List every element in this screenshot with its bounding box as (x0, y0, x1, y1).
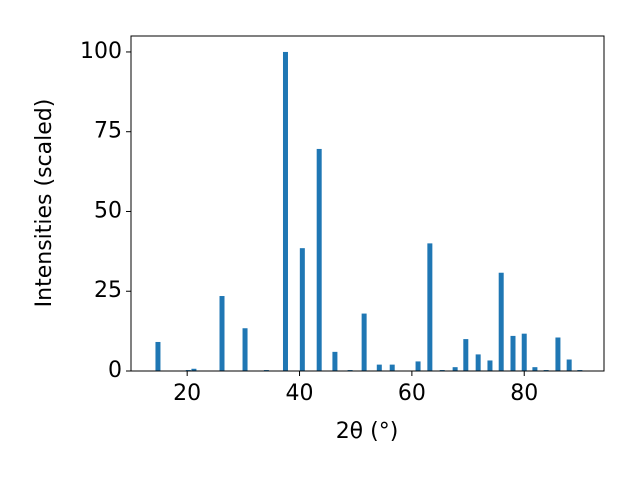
bar (316, 148, 322, 371)
x-tick-label: 20 (173, 381, 201, 406)
bar (566, 359, 572, 371)
bar (242, 328, 248, 371)
bar (282, 51, 288, 371)
bar (487, 360, 493, 371)
bar (463, 339, 469, 371)
bar (299, 248, 305, 371)
x-tick-label: 60 (398, 381, 426, 406)
y-axis-label: Intensities (scaled) (32, 99, 57, 308)
x-axis-label: 2θ (°) (336, 419, 399, 444)
bar (427, 243, 433, 371)
y-tick-label: 25 (94, 278, 122, 303)
bar (415, 361, 421, 371)
bar (452, 367, 458, 371)
y-tick-label: 75 (94, 119, 122, 144)
bar (555, 337, 561, 371)
bar (219, 296, 225, 371)
bar (498, 272, 504, 371)
bar (376, 364, 382, 371)
bar (510, 335, 516, 371)
bar (332, 351, 338, 371)
bar (155, 341, 161, 371)
y-tick-label: 50 (94, 198, 122, 223)
bar (191, 368, 197, 371)
bar (521, 333, 527, 371)
x-tick-label: 80 (510, 381, 538, 406)
bar (389, 364, 395, 371)
bar (475, 354, 481, 371)
y-tick-label: 100 (80, 39, 122, 64)
bar (361, 313, 367, 371)
y-tick-label: 0 (108, 358, 122, 383)
x-tick-label: 40 (286, 381, 314, 406)
bar (532, 367, 538, 371)
plot-frame (130, 35, 605, 372)
